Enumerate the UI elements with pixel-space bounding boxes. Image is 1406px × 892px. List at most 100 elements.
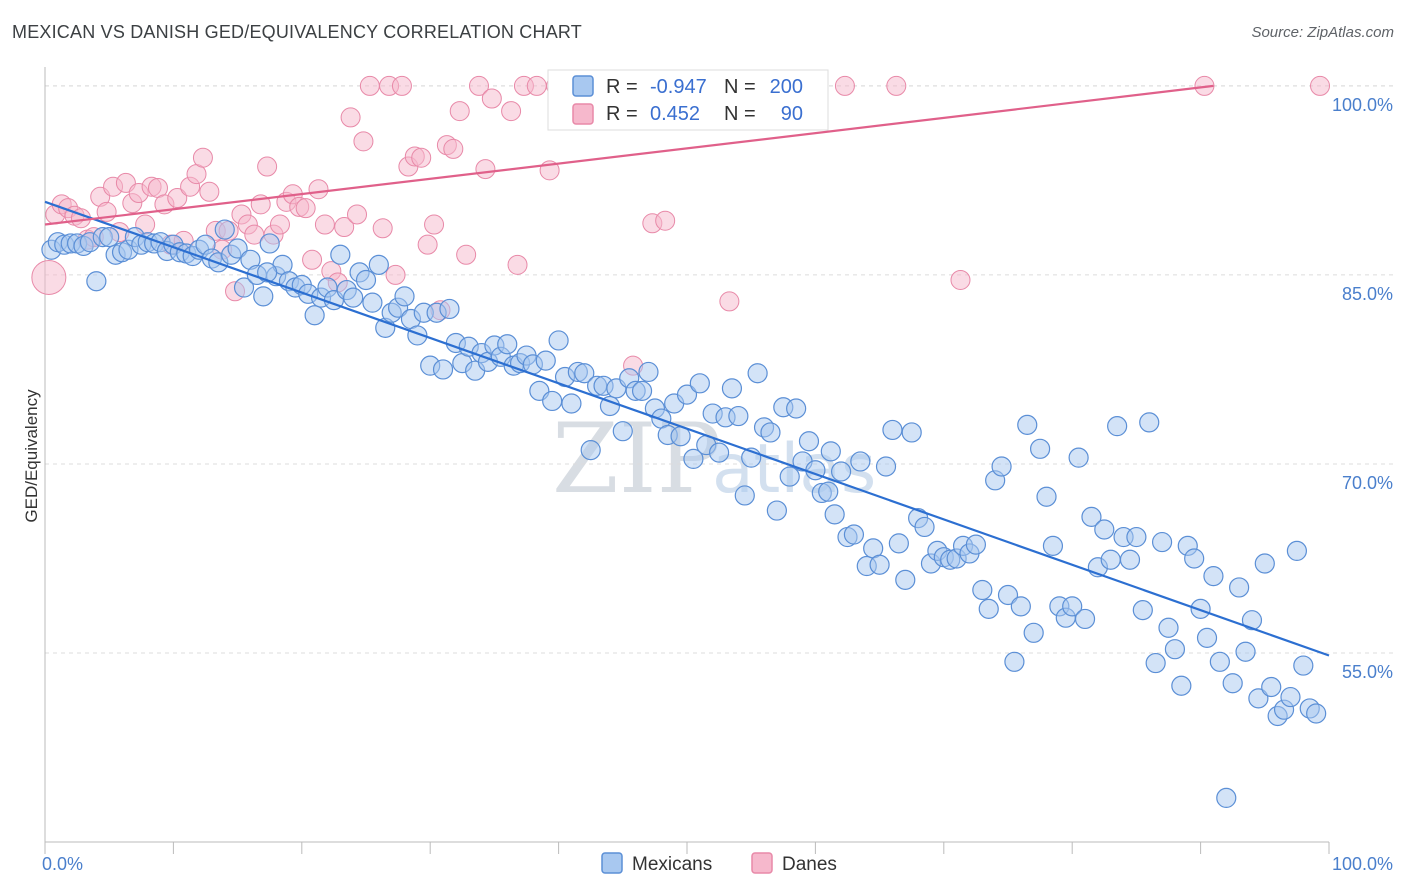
mexicans-point <box>612 421 633 442</box>
mexicans-point <box>599 395 621 417</box>
mexicans-point <box>978 598 999 619</box>
mexicans-point <box>1229 577 1250 598</box>
mexicans-point <box>1248 688 1269 709</box>
mexicans-point <box>1241 610 1263 631</box>
danes-point <box>302 249 323 270</box>
mexicans-point <box>631 380 653 401</box>
legend-n-label-danes: N = <box>724 103 756 125</box>
danes-point <box>411 147 432 168</box>
danes-point <box>257 156 278 177</box>
legend-r-value-mexicans: -0.947 <box>650 76 707 98</box>
mexicans-point <box>1139 412 1160 433</box>
mexicans-point <box>259 233 280 254</box>
mexicans-point <box>875 456 897 477</box>
bottom-legend: Mexicans Danes <box>601 852 837 875</box>
danes-point <box>385 264 406 285</box>
mexicans-point <box>1158 617 1179 638</box>
mexicans-point <box>233 277 255 298</box>
danes-point <box>468 75 489 96</box>
mexicans-point <box>1151 531 1173 553</box>
mexicans-point <box>1119 549 1141 570</box>
trendlines <box>44 84 1330 657</box>
mexicans-point <box>1126 526 1147 548</box>
danes-point <box>391 75 412 96</box>
mexicans-point <box>1042 535 1064 556</box>
mexicans-point <box>355 269 377 291</box>
mexicans-point <box>708 442 730 463</box>
danes-point <box>507 254 528 275</box>
mexicans-point <box>830 461 852 482</box>
legend-r-label-mexicans: R = <box>606 76 638 98</box>
mexicans-point <box>850 451 871 472</box>
mexicans-point <box>99 227 120 248</box>
top-legend: R = -0.947 N = 200 R = 0.452 N = 90 <box>547 69 829 131</box>
mexicans-point <box>1171 675 1192 696</box>
mexicans-point <box>1029 438 1051 459</box>
mexicans-point <box>1235 641 1256 662</box>
danes-point <box>424 214 445 235</box>
danes-trendline <box>44 84 1214 226</box>
mexicans-point <box>721 378 743 399</box>
danes-point <box>347 204 368 225</box>
danes-point <box>314 214 335 235</box>
danes-point <box>655 210 676 231</box>
danes-point <box>834 75 855 96</box>
mexicans-point <box>965 534 987 555</box>
mexicans-point <box>1145 652 1166 674</box>
legend-n-value-mexicans: 200 <box>770 76 803 98</box>
danes-point <box>334 217 355 238</box>
legend-swatch-mexicans <box>572 75 594 97</box>
y-axis-title: GED/Equivalency <box>22 389 41 523</box>
x-tick-label-min: 0.0% <box>42 854 83 874</box>
danes-point <box>167 188 188 209</box>
mexicans-point <box>766 500 787 521</box>
mexicans-point <box>760 422 781 443</box>
mexicans-point <box>1081 506 1102 527</box>
legend-r-value-danes: 0.452 <box>650 103 700 125</box>
mexicans-point <box>901 422 922 443</box>
mexicans-point <box>888 533 909 554</box>
legend-r-label-danes: R = <box>606 103 638 125</box>
mexicans-point <box>843 524 865 545</box>
legend-n-value-danes: 90 <box>781 103 803 125</box>
mexicans-point <box>1036 486 1057 507</box>
danes-point <box>719 291 740 312</box>
mexicans-point <box>227 238 248 259</box>
mexicans-point <box>542 390 563 412</box>
danes-point <box>269 214 290 235</box>
mexicans-point <box>368 254 389 275</box>
mexicans-point <box>574 363 595 384</box>
mexicans-point <box>818 481 839 502</box>
danes-point <box>501 101 522 122</box>
mexicans-point <box>1074 608 1096 630</box>
danes-point <box>886 75 907 96</box>
mexicans-point <box>439 298 460 320</box>
y-tick-labels: 55.0% 70.0% 85.0% 100.0% <box>1332 95 1393 682</box>
mexicans-point <box>689 373 710 394</box>
legend-box <box>547 69 829 131</box>
mexicans-point <box>1107 416 1128 437</box>
danes-point <box>475 159 496 180</box>
mexicans-point <box>1209 651 1230 672</box>
danes-point <box>417 234 438 255</box>
mexicans-point <box>798 431 820 452</box>
danes-point <box>1310 75 1331 96</box>
danes-point <box>199 181 220 202</box>
mexicans-point <box>638 361 659 383</box>
mexicans-point <box>1094 519 1115 540</box>
danes-point <box>359 75 380 96</box>
mexicans-point <box>820 441 841 462</box>
mexicans-point <box>1203 566 1224 587</box>
mexicans-point <box>362 292 383 313</box>
x-ticks <box>44 842 1330 854</box>
mexicans-point <box>824 504 845 525</box>
mexicans-point <box>1004 651 1025 672</box>
y-tick-label: 70.0% <box>1342 473 1393 493</box>
mexicans-points <box>41 219 1327 808</box>
mexicans-trendline <box>44 200 1330 657</box>
chart-title: MEXICAN VS DANISH GED/EQUIVALENCY CORREL… <box>12 22 582 42</box>
mexicans-point <box>1184 548 1205 569</box>
y-tick-label: 100.0% <box>1332 95 1393 115</box>
legend-n-label-mexicans: N = <box>724 76 756 98</box>
